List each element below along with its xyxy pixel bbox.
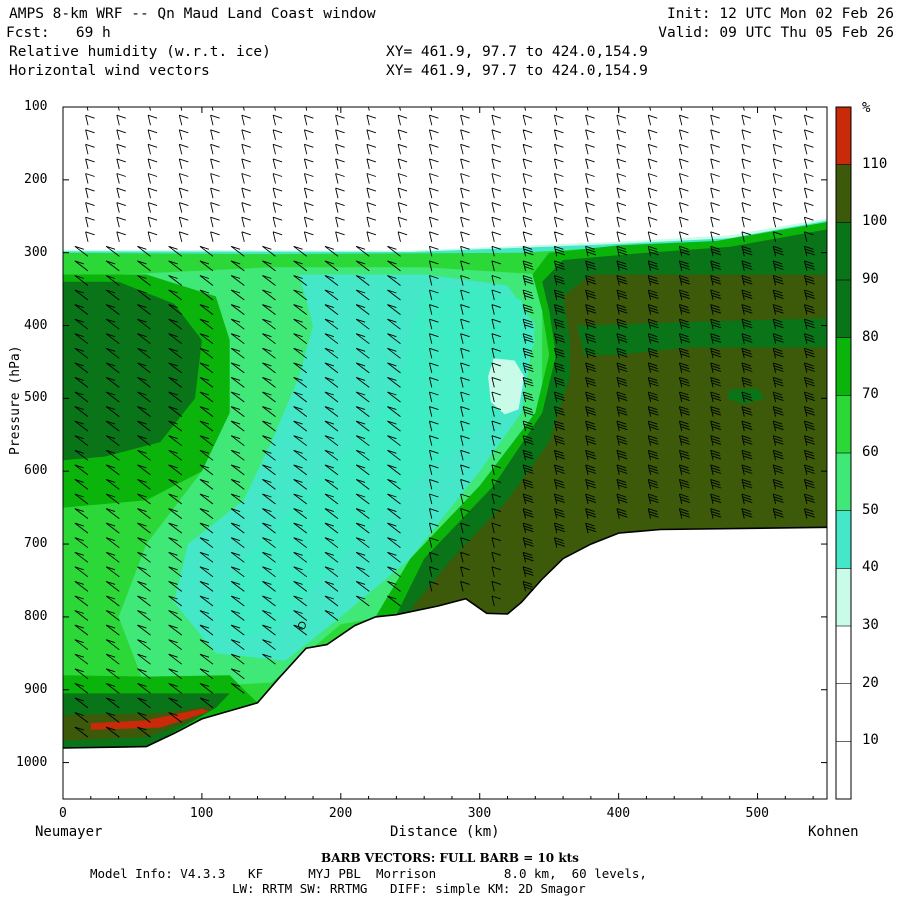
colorbar-band [836,395,851,453]
colorbar-band [836,741,851,799]
terrain-fill [63,527,827,799]
y-tick-label: 600 [24,463,48,479]
colorbar-band [836,222,851,280]
wind-barb-column [428,107,439,592]
init-time: Init: 12 UTC Mon 02 Feb 26 [667,6,894,22]
y-tick-label: 100 [24,99,48,114]
x-tick-label: 300 [467,806,492,821]
x-tick-label: 500 [745,806,770,821]
wind-barb-column [678,107,690,519]
y-tick-label: 700 [24,536,48,552]
colorbar-label: 40 [862,559,879,576]
wind-barb-column [772,107,784,519]
colorbar-label: 110 [862,155,888,172]
xy-range-1: XY= 461.9, 97.7 to 424.0,154.9 [386,44,648,60]
colorbar-band [836,626,851,684]
colorbar-band [836,568,851,626]
rh-band-110-plus-surface [90,708,209,730]
colorbar-band [836,107,851,165]
rh-field [63,107,827,799]
y-tick-label: 800 [24,608,48,624]
colorbar-label: 50 [862,501,879,518]
colorbar-label: 90 [862,271,879,287]
wind-barb-column [616,107,628,519]
x-tick-label: 0 [59,806,67,821]
wind-barb-column [387,107,408,607]
colorbar-band [836,683,851,742]
wind-barb-column [262,107,283,665]
colorbar-label: 60 [862,444,879,460]
field-label-wind: Horizontal wind vectors [9,63,210,79]
wind-barb-column [710,107,722,519]
colorbar-band [836,280,851,338]
barb-note: BARB VECTORS: FULL BARB = 10 kts [321,851,579,865]
y-tick-label: 900 [24,681,48,697]
x-end-label: Kohnen [808,824,859,840]
y-tick-label: 500 [24,390,48,406]
wind-barb-column [460,107,470,592]
x-tick-label: 200 [328,806,353,821]
wind-barb-column [293,107,314,636]
colorbar-label: 100 [862,213,888,230]
colorbar-label: 70 [862,386,879,403]
y-tick-label: 1000 [16,754,48,770]
x-start-label: Neumayer [35,824,103,840]
rh-band-90-100-east-inner [577,318,827,355]
wind-barb-column [553,107,565,548]
colorbar-label: 20 [862,674,879,691]
y-tick-label: 400 [24,317,48,333]
wind-barb-column [522,107,534,592]
wind-barb-column [585,107,597,534]
wind-barb-column [137,107,158,738]
wind-barb-column [199,107,220,709]
y-tick-label: 300 [24,244,48,260]
plot-frame [62,106,828,800]
wind-barb-column [105,107,126,738]
colorbar-label: 10 [862,732,879,749]
field-label-rh: Relative humidity (w.r.t. ice) [9,44,271,60]
rh-band-40-50 [215,285,536,639]
colorbar-band [836,164,851,223]
xy-range-2: XY= 461.9, 97.7 to 424.0,154.9 [386,63,648,79]
colorbar-unit: % [862,100,871,116]
x-tick-label: 400 [606,806,631,821]
wind-barb-column [168,107,189,723]
wind-barb-column [647,107,659,519]
forecast-hour: Fcst: 69 h [6,25,111,41]
wind-barb-column [230,107,251,694]
model-info-line-2: LW: RRTM SW: RRTMG DIFF: simple KM: 2D S… [232,881,586,896]
colorbar-label: 80 [862,328,879,345]
wind-barb-column [324,107,345,621]
wind-barb-column [491,107,502,607]
model-info-line-1: Model Info: V4.3.3 KF MYJ PBL Morrison 8… [90,866,647,881]
valid-time: Valid: 09 UTC Thu 05 Feb 26 [658,25,894,41]
y-axis-label: Pressure (hPa) [8,345,23,455]
colorbar-band [836,453,851,511]
rh-band-90-100-west [63,281,202,461]
wind-barb-column [741,107,753,519]
y-tick-label: 200 [24,171,48,187]
wind-barbs [74,107,815,738]
calm-wind-marker [297,621,306,630]
x-tick-label: 100 [189,806,214,821]
x-axis-label: Distance (km) [390,824,500,840]
terrain-surface-line [63,526,827,749]
wind-barb-column [74,107,95,738]
colorbar-label: 30 [862,617,879,633]
colorbar-band [836,510,851,569]
wind-barb-column [803,107,815,519]
wind-barb-column [355,107,377,607]
chart-title: AMPS 8-km WRF -- Qn Maud Land Coast wind… [9,6,376,22]
rh-band-30-40-pocket [488,358,525,415]
colorbar-band [836,337,851,396]
